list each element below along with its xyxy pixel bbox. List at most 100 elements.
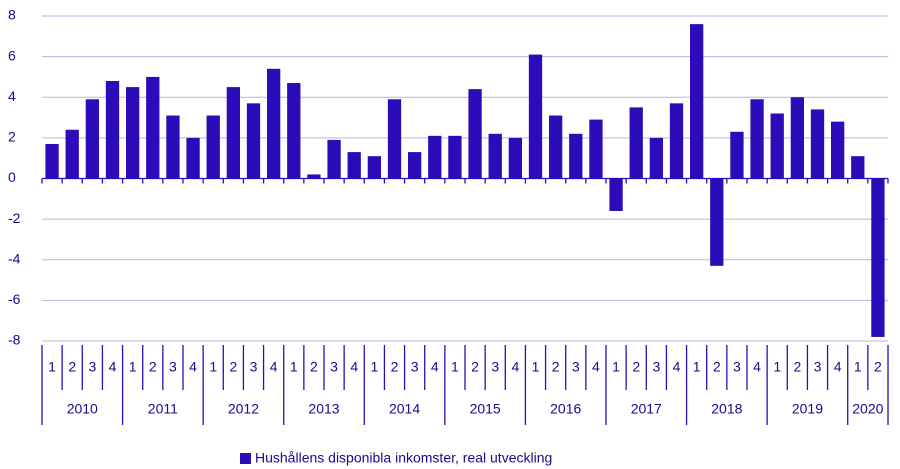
x-tick-label: 2 (471, 359, 479, 375)
bar (810, 109, 825, 179)
bar (287, 83, 301, 179)
bar (367, 156, 382, 179)
x-tick-label: 2 (793, 359, 801, 375)
group-label: 2010 (67, 401, 98, 417)
bar (206, 115, 220, 179)
x-tick-label: 2 (874, 359, 882, 375)
group-label: 2013 (308, 401, 339, 417)
bar (246, 103, 261, 179)
group-label: 2014 (389, 401, 420, 417)
bar (407, 152, 422, 179)
bar (629, 107, 643, 179)
x-tick-label: 4 (350, 359, 358, 375)
bar (689, 24, 704, 179)
x-tick-label: 1 (451, 359, 459, 375)
x-tick-label: 3 (411, 359, 419, 375)
bar (226, 87, 241, 179)
x-tick-label: 1 (854, 359, 862, 375)
x-tick-label: 4 (592, 359, 600, 375)
bar (387, 99, 402, 179)
bar (448, 135, 462, 179)
bar (508, 137, 523, 179)
bar (649, 137, 664, 179)
x-tick-label: 3 (491, 359, 499, 375)
bar (45, 143, 59, 179)
y-tick-label: -4 (8, 250, 21, 266)
x-tick-label: 2 (632, 359, 640, 375)
bar (327, 139, 341, 179)
group-label: 2020 (852, 401, 883, 417)
bar (146, 76, 160, 179)
bar (488, 133, 502, 179)
bar (770, 113, 784, 179)
bar (307, 174, 321, 179)
y-tick-label: 0 (8, 169, 16, 185)
y-tick-label: -8 (8, 332, 21, 348)
x-tick-label: 4 (834, 359, 842, 375)
bar (428, 135, 442, 179)
x-tick-label: 3 (814, 359, 822, 375)
bar (548, 115, 563, 179)
x-tick-label: 1 (532, 359, 540, 375)
y-tick-label: 4 (8, 88, 16, 104)
x-tick-label: 4 (189, 359, 197, 375)
bar (730, 131, 744, 179)
bar (710, 178, 724, 266)
x-tick-label: 3 (250, 359, 258, 375)
x-tick-label: 2 (552, 359, 560, 375)
x-tick-label: 2 (229, 359, 237, 375)
x-tick-label: 4 (270, 359, 278, 375)
bar (830, 121, 845, 179)
bar (790, 97, 805, 179)
x-tick-label: 2 (310, 359, 318, 375)
x-tick-label: 2 (713, 359, 721, 375)
x-tick-label: 3 (572, 359, 580, 375)
group-label: 2019 (792, 401, 823, 417)
x-tick-label: 4 (109, 359, 117, 375)
bar (85, 99, 100, 179)
x-tick-label: 4 (753, 359, 761, 375)
x-tick-label: 3 (88, 359, 96, 375)
x-tick-label: 3 (169, 359, 177, 375)
y-tick-label: -2 (8, 210, 21, 226)
group-label: 2011 (148, 401, 178, 417)
bar (609, 178, 623, 211)
bar (166, 115, 180, 179)
bar (569, 133, 583, 179)
x-tick-label: 1 (773, 359, 781, 375)
x-tick-label: 2 (149, 359, 157, 375)
y-tick-label: 6 (8, 47, 16, 63)
group-label: 2012 (228, 401, 259, 417)
x-tick-label: 3 (652, 359, 660, 375)
x-tick-label: 2 (391, 359, 399, 375)
y-tick-label: 2 (8, 129, 16, 145)
x-tick-label: 3 (330, 359, 338, 375)
x-tick-label: 4 (431, 359, 439, 375)
group-label: 2016 (550, 401, 581, 417)
bar (468, 89, 482, 179)
group-label: 2017 (631, 401, 662, 417)
bar (105, 81, 120, 179)
x-tick-label: 4 (511, 359, 519, 375)
legend-label: Hushållens disponibla inkomster, real ut… (255, 450, 552, 466)
x-tick-label: 4 (673, 359, 681, 375)
group-label: 2018 (711, 401, 742, 417)
bar (851, 156, 865, 179)
x-tick-label: 1 (290, 359, 298, 375)
bar (528, 54, 543, 179)
legend-swatch (240, 453, 251, 464)
y-tick-label: 8 (8, 7, 16, 23)
bar (589, 119, 603, 179)
x-tick-label: 2 (68, 359, 76, 375)
bar (750, 99, 764, 179)
bar (347, 152, 361, 179)
bar (65, 129, 79, 179)
x-tick-label: 1 (48, 359, 56, 375)
x-tick-label: 3 (733, 359, 741, 375)
group-label: 2015 (470, 401, 501, 417)
bar (125, 87, 140, 179)
bar (669, 103, 684, 179)
x-tick-label: 1 (209, 359, 217, 375)
x-tick-label: 1 (370, 359, 378, 375)
